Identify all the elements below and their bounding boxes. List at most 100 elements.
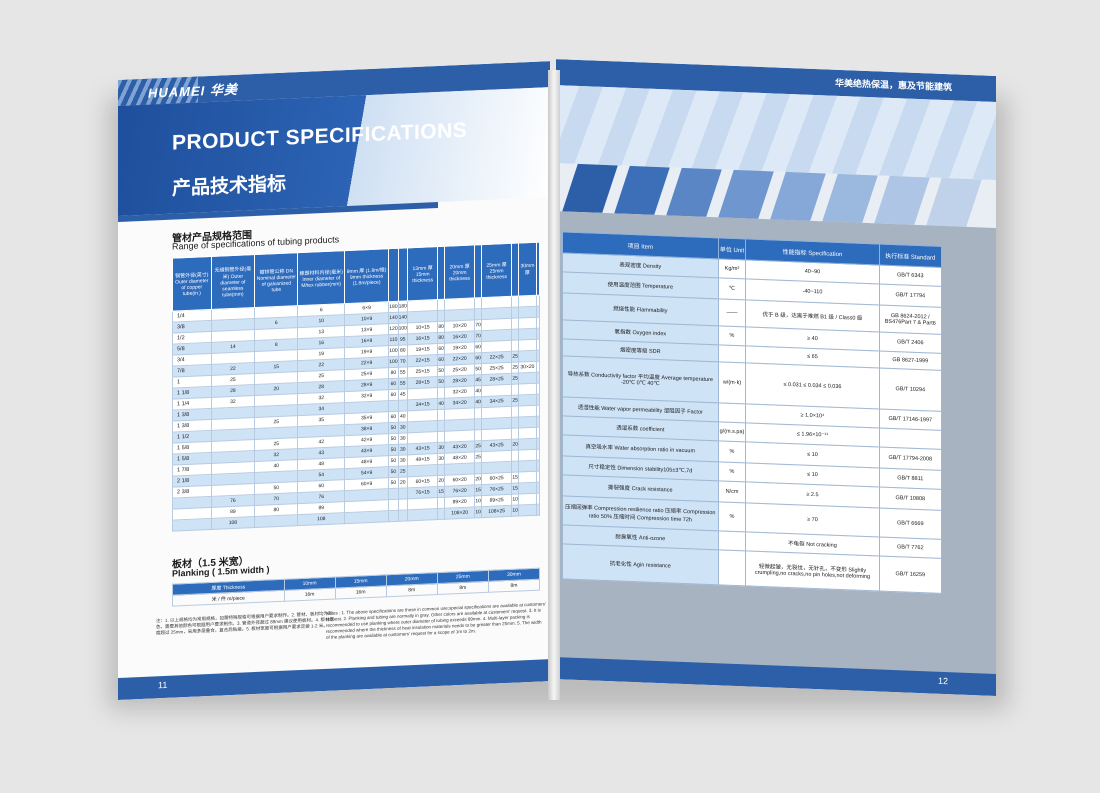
tube-col-header: [398, 247, 408, 302]
spec-col-header: 单位 Unit: [718, 237, 746, 260]
table-cell: [518, 339, 537, 352]
tube-col-header: [388, 248, 399, 302]
table-cell: [536, 317, 540, 329]
decor-bar: [562, 163, 618, 213]
table-cell: [518, 471, 537, 484]
table-cell: 40: [398, 410, 408, 423]
spec-std: [879, 428, 942, 450]
table-cell: 100: [388, 345, 399, 357]
tube-col-header: 橡塑材料内径(毫米) Inner diameter of M/tex rubbe…: [297, 250, 345, 306]
spec-unit: %: [718, 501, 746, 532]
table-cell: [536, 438, 540, 450]
table-cell: [536, 449, 540, 461]
decor-bar: [770, 171, 826, 221]
table-cell: 30×20: [518, 361, 537, 374]
table-cell: [518, 317, 537, 330]
table-cell: [388, 499, 399, 511]
spec-unit: g/(m.s.pa): [718, 421, 746, 442]
table-cell: [398, 498, 408, 511]
table-cell: [518, 460, 537, 473]
spec-std: GB/T 17794-2008: [879, 447, 942, 471]
table-cell: [518, 295, 537, 308]
table-cell: 108: [297, 512, 345, 526]
spec-std: GB/T 17146-1997: [879, 409, 942, 431]
table-cell: [518, 394, 537, 407]
table-cell: [536, 350, 540, 362]
table-cell: [398, 509, 408, 522]
spec-std: GB/T 10808: [879, 487, 942, 511]
spec-spec: ≤ 0.031 ≤ 0.034 ≤ 0.036: [745, 362, 880, 410]
table-cell: 30: [398, 421, 408, 434]
table-cell: [344, 510, 389, 524]
table-cell: [254, 514, 298, 528]
page-number-left: 11: [158, 679, 168, 691]
page-subtitle: 产品技术指标: [172, 173, 287, 200]
table-cell: [518, 350, 537, 363]
spec-item: 导热系数 Conductivity factor 平均温度 Average te…: [562, 355, 719, 403]
table-cell: [536, 306, 540, 318]
slogan: 华美绝热保温，惠及节能建筑: [834, 77, 952, 93]
table-cell: [518, 405, 537, 418]
spec-item: 抗老化性 Agin resistance: [562, 543, 719, 585]
table-cell: [518, 383, 537, 396]
table-cell: 110: [388, 334, 399, 346]
tube-col-header: 13mm 厚 15mm thickness: [407, 246, 438, 301]
spec-col-header: 执行标准 Standard: [879, 244, 942, 268]
table-cell: [536, 394, 540, 406]
table-cell: 108×25: [481, 505, 512, 518]
table-cell: 45: [398, 388, 408, 401]
spec-unit: %: [718, 440, 746, 463]
spec-unit: %: [718, 325, 746, 346]
table-cell: [518, 306, 537, 319]
spec-unit: %: [718, 461, 746, 482]
table-cell: 80: [398, 344, 408, 357]
table-cell: 60: [388, 378, 399, 390]
table-cell: [536, 482, 540, 494]
page-number-right: 12: [937, 675, 948, 687]
plank-cell: 8m: [488, 579, 540, 593]
table-cell: 50: [388, 466, 399, 478]
spec-std: GB 8624-2012 / BS476Part 7 & Part6: [879, 305, 942, 335]
spec-std: GB/T 6343: [879, 265, 942, 287]
table-cell: [536, 471, 540, 483]
notes-en: Notes : 1. The above specifications are …: [326, 601, 546, 640]
table-cell: [388, 510, 399, 522]
table-cell: [518, 416, 537, 429]
table-cell: 80: [388, 367, 399, 379]
spec-unit: ——: [718, 298, 746, 327]
table-cell: [518, 427, 537, 440]
plank-cell: 16m: [284, 588, 336, 602]
table-cell: [536, 427, 540, 439]
plank-cell: 8m: [386, 583, 438, 597]
table-cell: 70: [398, 355, 408, 368]
table-cell: 100: [398, 322, 408, 335]
table-cell: 50: [388, 422, 399, 434]
tube-col-header: 25mm 厚 25mm thickness: [481, 243, 512, 298]
table-cell: [398, 487, 408, 500]
table-cell: 50: [388, 455, 399, 467]
tube-col-header: 铜管外径(英寸) Outer diameter of copper tube(i…: [172, 256, 212, 312]
table-cell: 25: [398, 465, 408, 478]
table-cell: [536, 361, 540, 373]
right-page: 华美绝热保温，惠及节能建筑 项目 Item 单位 Unit 性能指标 Specifi…: [556, 59, 996, 696]
spec-unit: N/cm: [718, 480, 746, 503]
table-cell: 50: [388, 444, 399, 456]
table-cell: 55: [398, 366, 408, 379]
tube-col-header: 无缝铜管外径(毫米) Outer diameter of seamless tu…: [211, 254, 255, 310]
plank-cell: 16m: [335, 585, 387, 600]
decor-bar: [666, 167, 722, 217]
table-cell: [536, 372, 540, 384]
spec-panel: 项目 Item 单位 Unit 性能指标 Specification 执行标准 Sta…: [556, 211, 996, 696]
table-cell: 50: [388, 477, 399, 489]
spec-std: GB/T 7762: [879, 537, 942, 559]
spec-unit: [718, 530, 746, 551]
spec-std: GB/T 17794: [879, 284, 942, 308]
spec-unit: [718, 549, 746, 586]
spec-std: GB/T 10294: [879, 368, 942, 412]
table-cell: [518, 449, 537, 462]
tube-col-header: 20mm 厚 20mm thickness: [444, 244, 475, 300]
spec-std: GB/T 8811: [879, 468, 942, 490]
brand-logo: HUAMEI 华美: [148, 81, 238, 101]
decor-bar: [926, 177, 982, 227]
table-cell: 20: [398, 476, 408, 489]
